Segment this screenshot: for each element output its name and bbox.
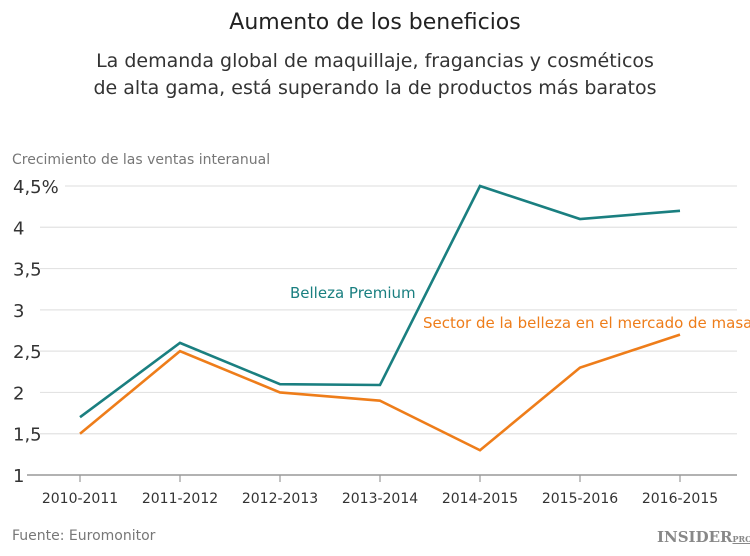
- x-tick-label: 2010-2011: [42, 491, 118, 507]
- y-tick-label: 4,5%: [13, 177, 59, 198]
- x-tick-label: 2011-2012: [142, 491, 218, 507]
- y-tick-label: 3,5: [13, 260, 42, 281]
- series-line-mass-market: [79, 333, 681, 452]
- x-tick-label: 2015-2016: [542, 491, 618, 507]
- y-tick-label: 2: [13, 383, 24, 404]
- y-tick-label: 2,5: [13, 342, 42, 363]
- y-tick-label: 3: [13, 301, 24, 322]
- subtitle-line-1: La demanda global de maquillaje, fraganc…: [96, 50, 654, 72]
- chart-subtitle: La demanda global de maquillaje, fraganc…: [0, 48, 750, 102]
- y-axis-label: Crecimiento de las ventas interanual: [12, 152, 271, 168]
- series-label-mass-market: Sector de la belleza en el mercado de ma…: [423, 314, 750, 332]
- x-tick-label: 2013-2014: [342, 491, 418, 507]
- y-tick-label: 1: [13, 466, 24, 487]
- x-tick-label: 2014-2015: [442, 491, 518, 507]
- chart-title: Aumento de los beneficios: [229, 10, 521, 35]
- source-note: Fuente: Euromonitor: [12, 528, 156, 544]
- x-tick-label: 2012-2013: [242, 491, 318, 507]
- series-line-premium: [79, 184, 681, 419]
- y-tick-label: 1,5: [13, 425, 42, 446]
- x-tick-label: 2016-2015: [642, 491, 718, 507]
- subtitle-line-2: de alta gama, está superando la de produ…: [93, 77, 657, 99]
- series-label-premium: Belleza Premium: [290, 284, 416, 302]
- y-tick-label: 4: [13, 218, 24, 239]
- insider-pro-logo: INSIDERPRO: [657, 528, 750, 546]
